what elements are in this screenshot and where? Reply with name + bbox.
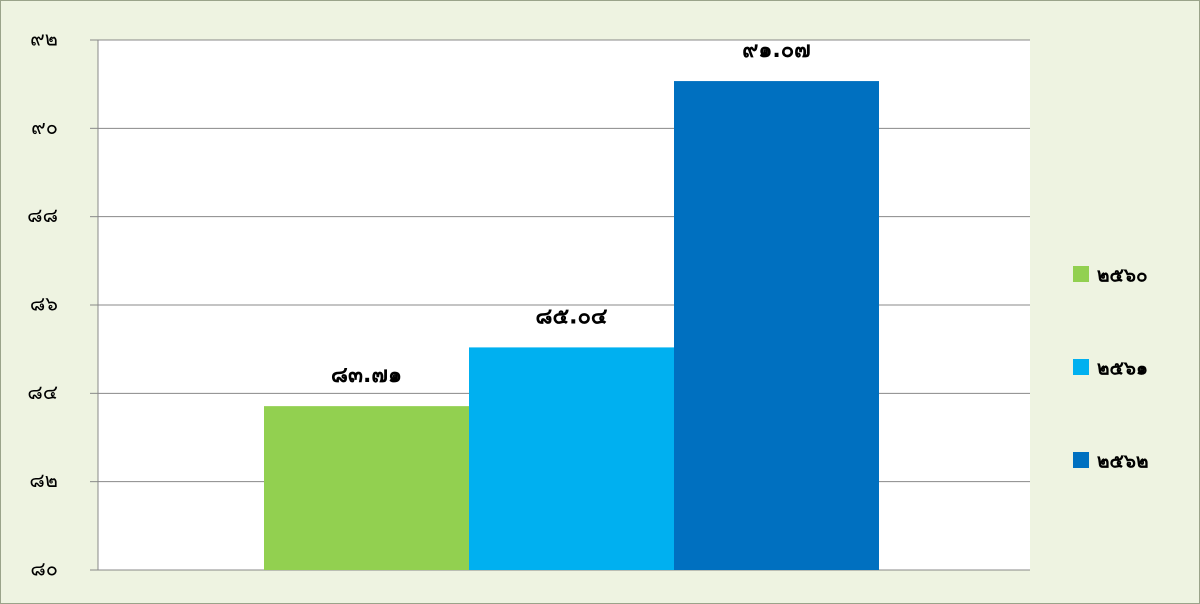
y-tick-label: ๙๐ bbox=[31, 115, 58, 139]
bar bbox=[674, 81, 879, 570]
y-tick-label: ๘๐ bbox=[30, 557, 58, 581]
legend-label: ๒๕๖๐ bbox=[1097, 265, 1148, 287]
y-tick-label: ๘๘ bbox=[27, 203, 58, 227]
y-tick-label: ๙๒ bbox=[30, 27, 58, 51]
bar bbox=[469, 347, 674, 570]
legend-label: ๒๕๖๒ bbox=[1097, 451, 1149, 473]
data-label: ๘๓.๗๑ bbox=[331, 363, 402, 388]
legend-swatch bbox=[1073, 266, 1089, 282]
y-tick-label: ๘๒ bbox=[29, 468, 58, 492]
y-tick-label: ๘๔ bbox=[27, 380, 58, 404]
legend-swatch bbox=[1073, 359, 1089, 375]
legend-swatch bbox=[1073, 452, 1089, 468]
y-tick-label: ๘๖ bbox=[30, 292, 58, 316]
data-label: ๘๕.๐๔ bbox=[535, 304, 607, 329]
bar bbox=[264, 406, 469, 570]
data-label: ๙๑.๐๗ bbox=[742, 38, 810, 63]
legend-label: ๒๕๖๑ bbox=[1097, 358, 1148, 380]
